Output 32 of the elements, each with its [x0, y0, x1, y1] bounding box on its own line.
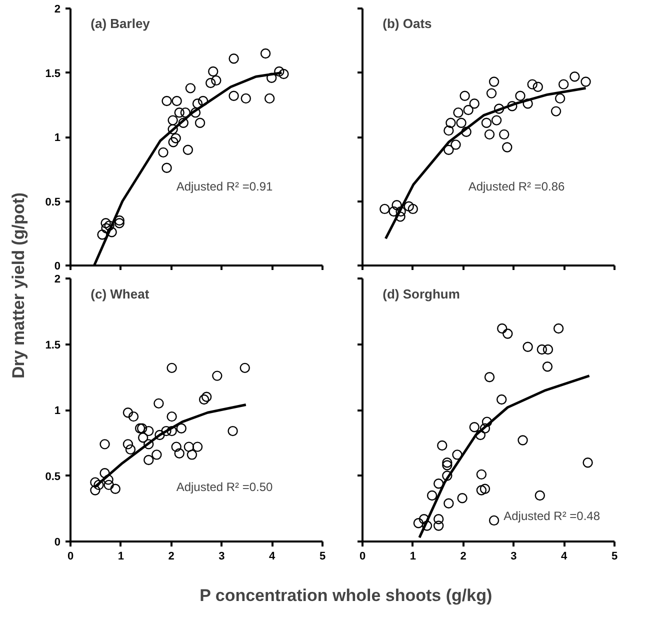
y-tick-label: 0.5 — [45, 470, 61, 483]
y-tick-label: 1 — [54, 405, 61, 417]
y-axis-title: Dry matter yield (g/pot) — [9, 192, 28, 379]
x-tick-label: 1 — [118, 550, 124, 562]
text: (b) Oats — [382, 16, 432, 32]
text: (d) Sorghum — [382, 286, 460, 302]
annotation: Adjusted R² =0.91 — [176, 180, 274, 194]
text: (a) Barley — [90, 16, 151, 32]
y-tick-label: 1.5 — [45, 68, 61, 80]
y-tick-label: 0.5 — [45, 196, 61, 208]
y-tick-label: 1 — [54, 132, 61, 144]
y-tick-label: 1.5 — [45, 339, 61, 352]
x-tick-label: 0 — [359, 550, 366, 562]
annotation: Adjusted R² =0.86 — [468, 180, 566, 194]
x-tick-label: 5 — [611, 550, 618, 562]
x-tick-label: 2 — [168, 550, 174, 562]
y-tick-label: 0 — [54, 260, 61, 272]
x-tick-label: 4 — [561, 550, 568, 562]
x-tick-label: 0 — [67, 550, 74, 562]
x-tick-label: 2 — [460, 550, 466, 562]
x-tick-label: 1 — [410, 550, 416, 562]
annotation: Adjusted R² =0.50 — [176, 480, 274, 494]
text: (c) Wheat — [90, 286, 150, 302]
x-axis-title: P concentration whole shoots (g/kg) — [200, 586, 492, 605]
x-tick-label: 5 — [319, 550, 326, 562]
y-tick-label: 0 — [54, 536, 61, 548]
annotation: Adjusted R² =0.48 — [504, 509, 600, 524]
y-tick-label: 2 — [54, 274, 61, 286]
y-tick-label: 2 — [54, 4, 61, 16]
x-tick-label: 3 — [218, 550, 225, 562]
x-tick-label: 3 — [510, 550, 517, 562]
x-tick-label: 4 — [269, 550, 276, 562]
